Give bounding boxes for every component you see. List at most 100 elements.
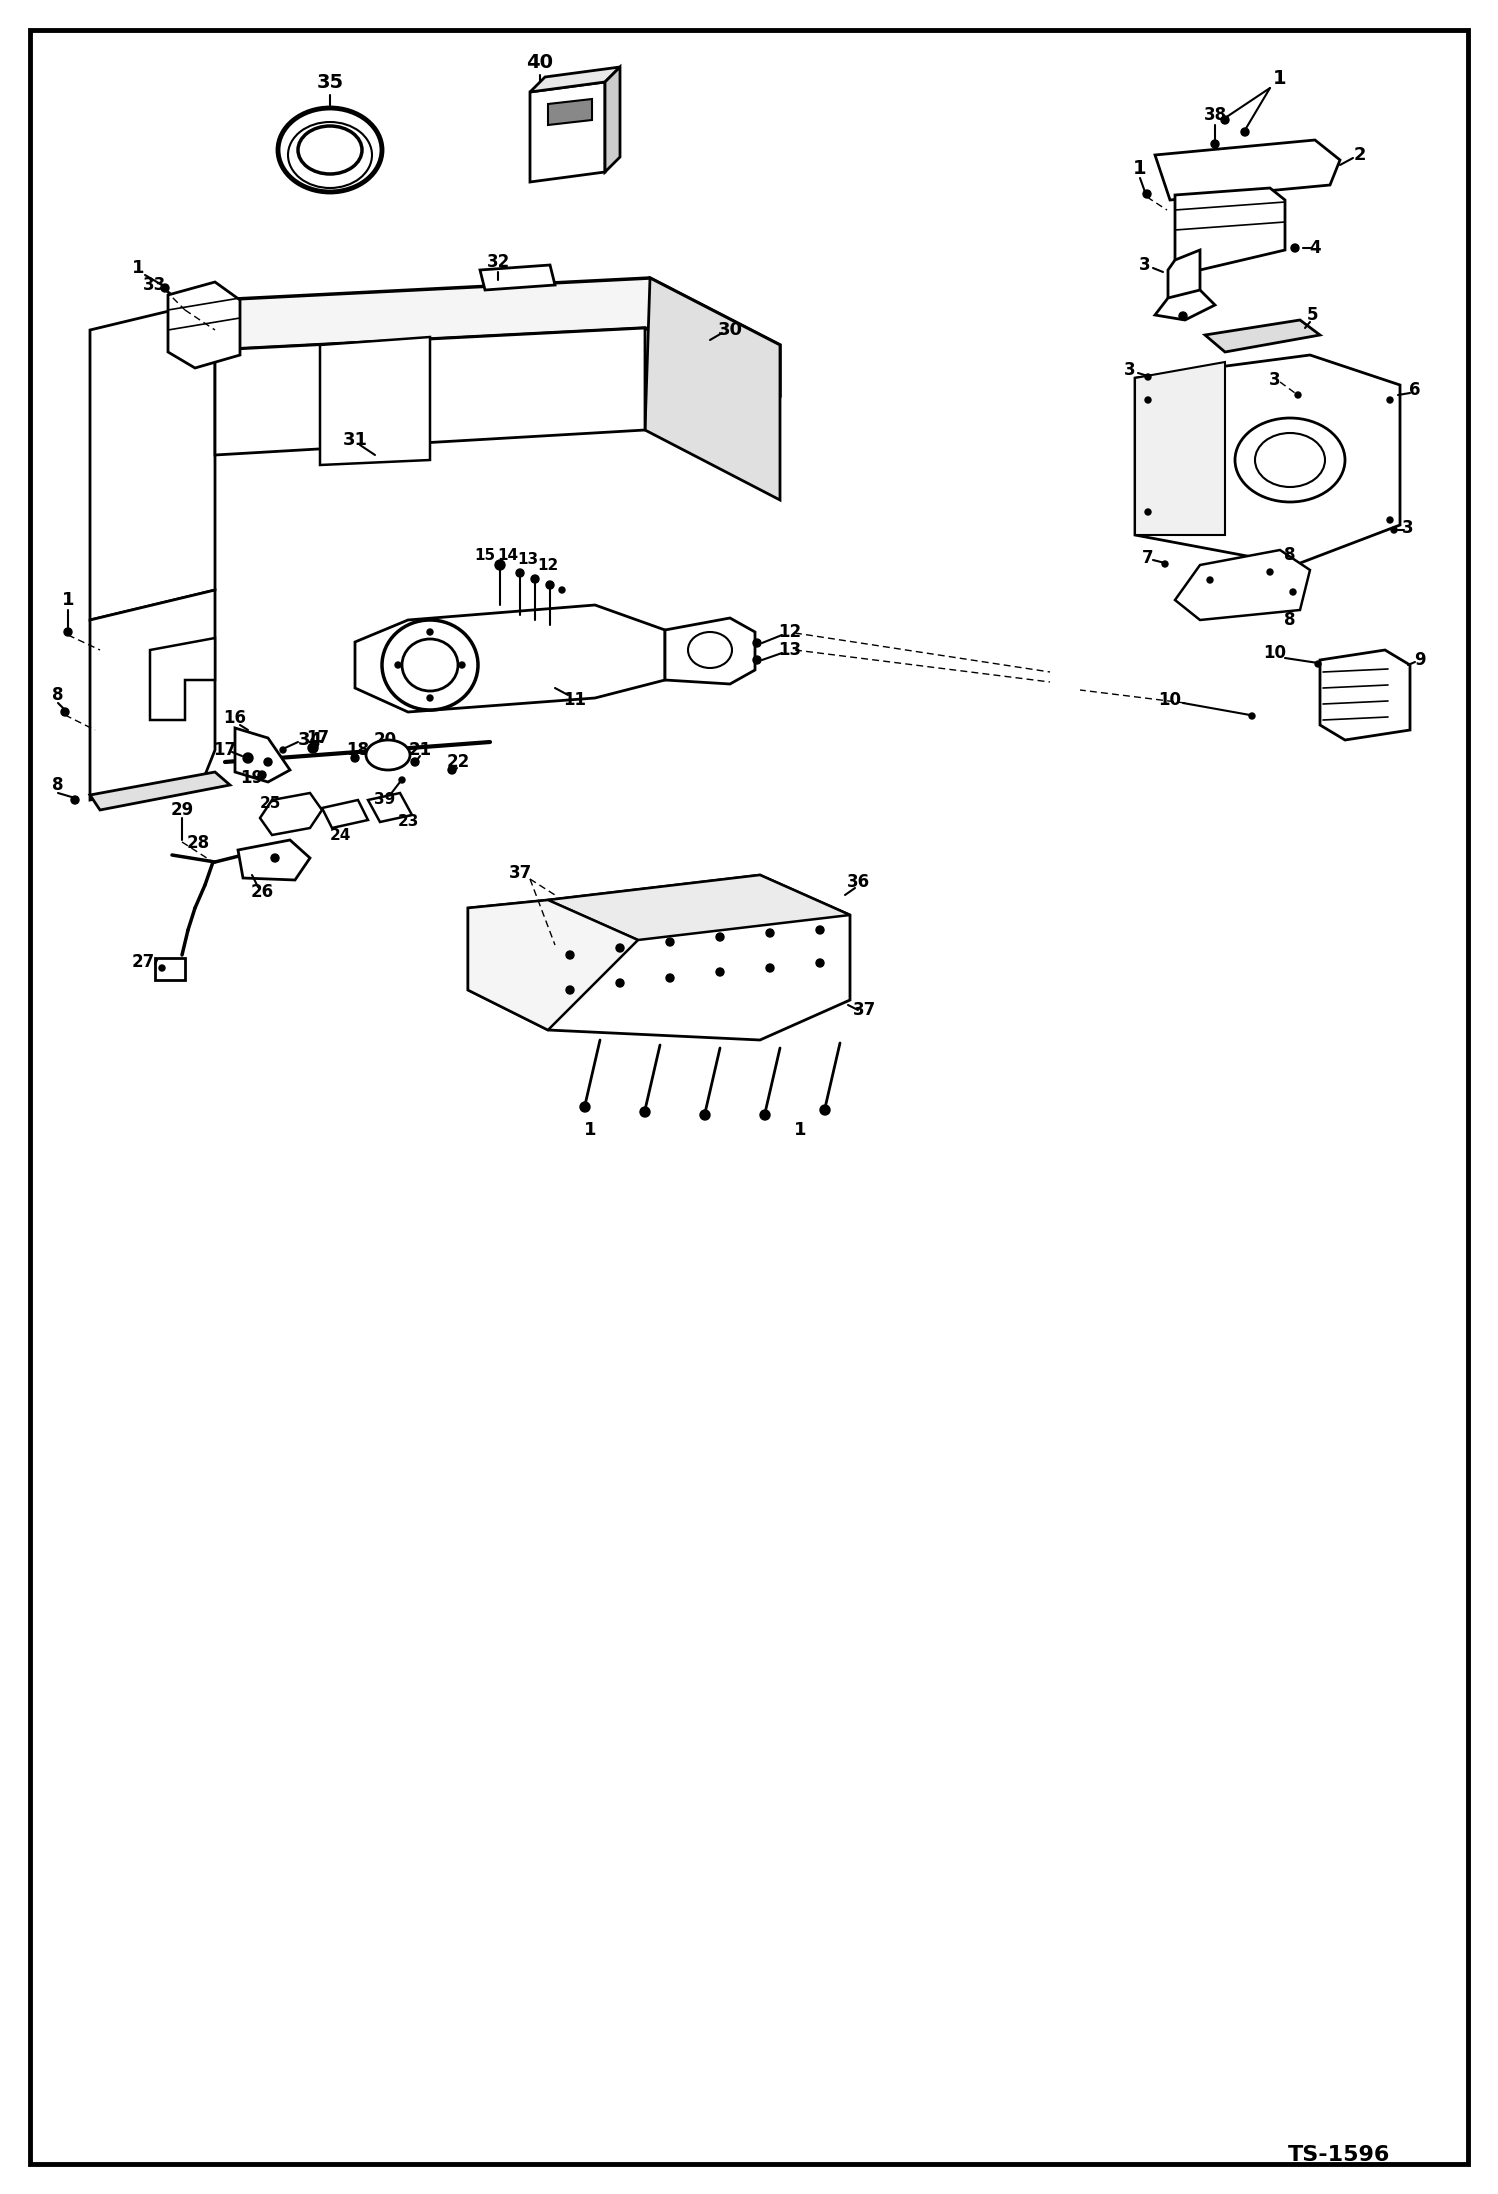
Text: 26: 26 bbox=[250, 882, 274, 902]
Circle shape bbox=[264, 757, 273, 766]
Circle shape bbox=[616, 943, 625, 952]
Text: 3: 3 bbox=[1124, 362, 1135, 380]
Polygon shape bbox=[150, 638, 216, 720]
Circle shape bbox=[427, 630, 433, 634]
Text: 8: 8 bbox=[52, 687, 64, 704]
Circle shape bbox=[515, 568, 524, 577]
Circle shape bbox=[765, 963, 774, 972]
Polygon shape bbox=[216, 279, 780, 395]
Text: 38: 38 bbox=[1203, 105, 1227, 125]
Polygon shape bbox=[321, 338, 430, 465]
Text: 1: 1 bbox=[1273, 68, 1287, 88]
Text: 16: 16 bbox=[223, 709, 247, 726]
Text: 34: 34 bbox=[298, 731, 322, 748]
Text: 29: 29 bbox=[171, 801, 193, 818]
Text: 32: 32 bbox=[487, 252, 509, 272]
Polygon shape bbox=[530, 68, 620, 92]
Circle shape bbox=[816, 926, 824, 935]
Text: 11: 11 bbox=[563, 691, 587, 709]
Text: 3: 3 bbox=[1402, 520, 1414, 538]
Circle shape bbox=[1144, 397, 1150, 404]
Circle shape bbox=[398, 777, 404, 783]
Text: 17: 17 bbox=[213, 742, 237, 759]
Circle shape bbox=[1291, 244, 1299, 252]
Text: 20: 20 bbox=[373, 731, 397, 748]
Polygon shape bbox=[1320, 649, 1410, 739]
Circle shape bbox=[1144, 509, 1150, 516]
Polygon shape bbox=[1135, 355, 1401, 566]
Polygon shape bbox=[646, 279, 780, 500]
Polygon shape bbox=[1174, 189, 1285, 270]
Circle shape bbox=[765, 928, 774, 937]
Text: 8: 8 bbox=[52, 777, 64, 794]
Circle shape bbox=[1315, 660, 1321, 667]
Text: 1: 1 bbox=[61, 590, 75, 610]
Circle shape bbox=[1290, 588, 1296, 595]
Circle shape bbox=[559, 588, 565, 592]
Text: 4: 4 bbox=[1309, 239, 1321, 257]
Polygon shape bbox=[261, 792, 322, 836]
Text: 15: 15 bbox=[475, 548, 496, 562]
Circle shape bbox=[530, 575, 539, 584]
Text: 13: 13 bbox=[779, 641, 801, 658]
Circle shape bbox=[1162, 562, 1168, 566]
Polygon shape bbox=[548, 99, 592, 125]
Polygon shape bbox=[90, 301, 216, 621]
Circle shape bbox=[159, 965, 165, 972]
Text: 9: 9 bbox=[1414, 652, 1426, 669]
Polygon shape bbox=[369, 792, 412, 823]
Circle shape bbox=[410, 757, 419, 766]
Text: 10: 10 bbox=[1158, 691, 1182, 709]
Text: 5: 5 bbox=[1306, 305, 1318, 325]
Polygon shape bbox=[355, 606, 665, 713]
Circle shape bbox=[819, 1106, 830, 1115]
Circle shape bbox=[70, 796, 79, 803]
Circle shape bbox=[427, 695, 433, 702]
Text: 21: 21 bbox=[409, 742, 431, 759]
Text: 3: 3 bbox=[1138, 257, 1150, 274]
Text: 12: 12 bbox=[538, 557, 559, 573]
Polygon shape bbox=[1155, 290, 1215, 320]
Circle shape bbox=[759, 1110, 770, 1119]
Text: 25: 25 bbox=[259, 796, 280, 810]
Text: 24: 24 bbox=[330, 827, 351, 842]
Text: 1: 1 bbox=[132, 259, 144, 276]
Polygon shape bbox=[235, 728, 291, 781]
Circle shape bbox=[160, 283, 169, 292]
Text: 23: 23 bbox=[397, 814, 418, 829]
Text: 33: 33 bbox=[144, 276, 166, 294]
Circle shape bbox=[566, 950, 574, 959]
Text: 40: 40 bbox=[526, 53, 553, 72]
Polygon shape bbox=[322, 801, 369, 827]
Polygon shape bbox=[479, 265, 554, 290]
Text: 3: 3 bbox=[1269, 371, 1281, 388]
Circle shape bbox=[1221, 116, 1228, 125]
Circle shape bbox=[640, 1108, 650, 1117]
Circle shape bbox=[494, 559, 505, 570]
Polygon shape bbox=[1135, 362, 1225, 535]
Circle shape bbox=[448, 766, 455, 774]
Circle shape bbox=[716, 932, 724, 941]
Circle shape bbox=[1387, 518, 1393, 522]
Circle shape bbox=[1179, 312, 1186, 320]
Circle shape bbox=[716, 968, 724, 976]
Circle shape bbox=[271, 853, 279, 862]
Circle shape bbox=[1249, 713, 1255, 720]
Ellipse shape bbox=[1255, 432, 1326, 487]
Ellipse shape bbox=[279, 108, 382, 193]
Circle shape bbox=[816, 959, 824, 968]
Circle shape bbox=[243, 753, 253, 764]
Polygon shape bbox=[1204, 320, 1320, 351]
Polygon shape bbox=[90, 772, 231, 810]
Text: 18: 18 bbox=[346, 742, 370, 759]
Circle shape bbox=[1210, 140, 1219, 147]
Circle shape bbox=[616, 979, 625, 987]
Circle shape bbox=[1207, 577, 1213, 584]
Ellipse shape bbox=[1234, 419, 1345, 502]
Text: 27: 27 bbox=[132, 952, 154, 972]
Text: 7: 7 bbox=[1141, 548, 1153, 566]
Text: 2: 2 bbox=[1354, 147, 1366, 165]
Polygon shape bbox=[90, 590, 216, 801]
Text: 6: 6 bbox=[1410, 382, 1420, 399]
Circle shape bbox=[753, 638, 761, 647]
